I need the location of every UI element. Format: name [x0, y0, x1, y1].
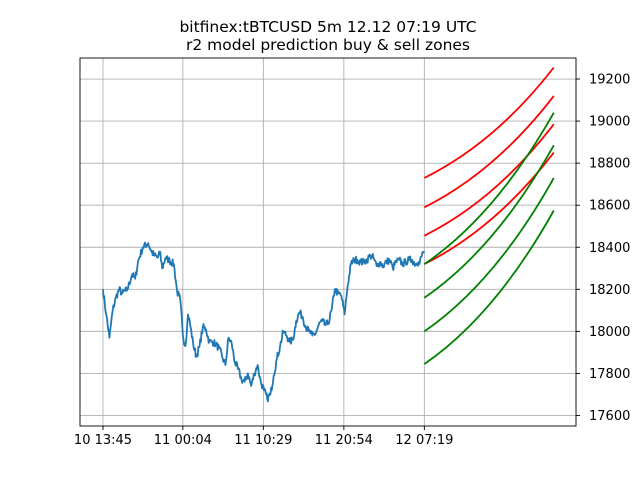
y-tick-label: 18000 — [589, 325, 630, 340]
axis-ticks: 10 13:45 11 00:04 11 10:29 11 20:54 12 07:19… — [74, 73, 630, 448]
y-tick-label: 18800 — [589, 157, 630, 172]
x-tick-label: 11 10:29 — [234, 433, 292, 448]
x-tick-label: 11 20:54 — [315, 433, 373, 448]
y-tick-label: 19000 — [589, 115, 630, 130]
y-tick-label: 17600 — [589, 409, 630, 424]
plot-area — [102, 66, 555, 403]
buy-zone-line — [423, 177, 555, 333]
buy-zone-line — [423, 210, 555, 365]
axes-frame — [79, 57, 577, 427]
sell-zone-line — [423, 123, 555, 237]
chart-title: bitfinex:tBTCUSD 5m 12.12 07:19 UTC — [179, 18, 476, 36]
sell-zone-line — [423, 95, 555, 209]
buy-zone-line — [423, 144, 555, 299]
y-tick-label: 19200 — [589, 73, 630, 88]
y-tick-label: 18200 — [589, 283, 630, 298]
y-tick-label: 17800 — [589, 367, 630, 382]
x-tick-label: 12 07:19 — [395, 433, 453, 448]
chart-subtitle: r2 model prediction buy & sell zones — [186, 36, 470, 54]
x-tick-label: 10 13:45 — [74, 433, 132, 448]
x-tick-label: 11 00:04 — [154, 433, 212, 448]
y-tick-label: 18400 — [589, 241, 630, 256]
grid-lines — [80, 58, 576, 426]
y-tick-label: 18600 — [589, 199, 630, 214]
price-series-line — [102, 241, 426, 403]
buy-zone-line — [423, 112, 555, 265]
sell-zone-line — [423, 66, 555, 179]
